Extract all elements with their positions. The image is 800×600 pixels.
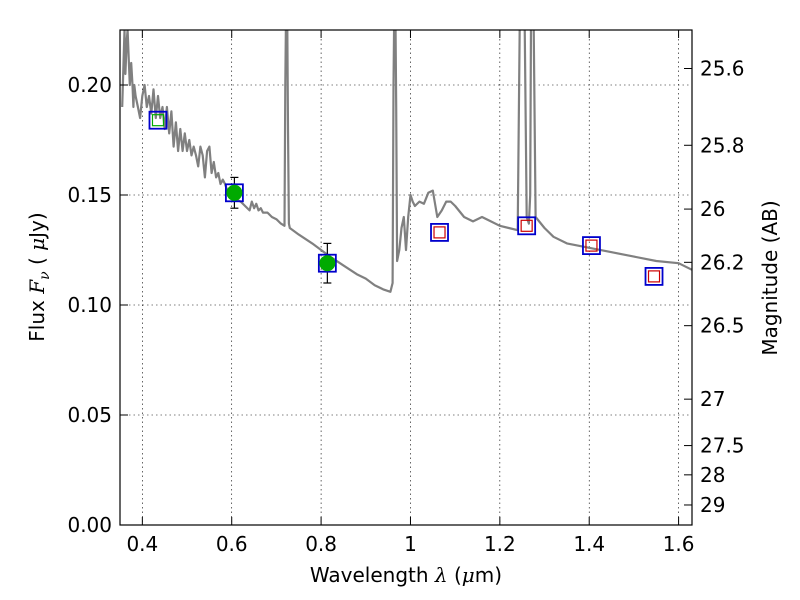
grid: [120, 30, 692, 526]
model-prediction-square: [151, 114, 165, 127]
x-axis-title: Wavelength λ (μm): [310, 563, 502, 587]
y2-tick-label: 28: [700, 463, 725, 487]
model-band-square: [517, 216, 537, 236]
observed-point: [226, 184, 243, 201]
photometry-markers: [148, 110, 664, 286]
model-band-square: [644, 266, 664, 286]
model-spectrum: [121, 30, 692, 293]
x-tick-label: 1.4: [573, 532, 605, 556]
x-tick-label: 0.6: [216, 532, 248, 556]
model-band-square: [224, 183, 244, 203]
y-axis-title: Flux Fν ( μJy): [25, 212, 53, 341]
y-tick-label: 0.15: [67, 183, 112, 207]
model-prediction-square: [433, 226, 446, 239]
y2-tick-label: 26.2: [700, 250, 745, 274]
x-tick-label: 1.2: [484, 532, 516, 556]
x-tick-label: 1.6: [663, 532, 695, 556]
y2-tick-label: 29: [700, 493, 725, 517]
model-prediction-square: [647, 270, 661, 283]
y2-axis-title: Magnitude (AB): [758, 200, 782, 355]
model-prediction-square: [520, 219, 533, 232]
model-band-square: [582, 236, 601, 256]
y2-tick-label: 27: [700, 387, 725, 411]
model-band-square: [148, 110, 168, 130]
y-tick-label: 0.20: [67, 73, 112, 97]
y-tick-label: 0.10: [67, 293, 112, 317]
observed-point: [319, 255, 336, 272]
axis-ticks: 0.4 0.6 0.8 1 1.2 1.4 1.6 0.00 0.05 0.10 0.15 0.20 2…: [67, 30, 745, 556]
y2-tick-label: 27.5: [700, 434, 745, 458]
model-prediction-square: [585, 239, 598, 252]
y-tick-label: 0.05: [67, 403, 112, 427]
plot-frame: [119, 29, 693, 526]
y2-tick-label: 25.8: [700, 133, 745, 157]
x-tick-label: 1: [404, 532, 417, 556]
y2-tick-label: 26: [700, 197, 725, 221]
model-band-square: [317, 253, 337, 273]
model-band-square: [430, 222, 449, 242]
y2-tick-label: 26.5: [700, 314, 745, 338]
x-tick-label: 0.4: [126, 532, 158, 556]
model-spectrum-line: [121, 30, 692, 293]
y2-tick-label: 25.6: [700, 57, 745, 81]
x-tick-label: 0.8: [305, 532, 337, 556]
y-tick-label: 0.00: [67, 513, 112, 537]
